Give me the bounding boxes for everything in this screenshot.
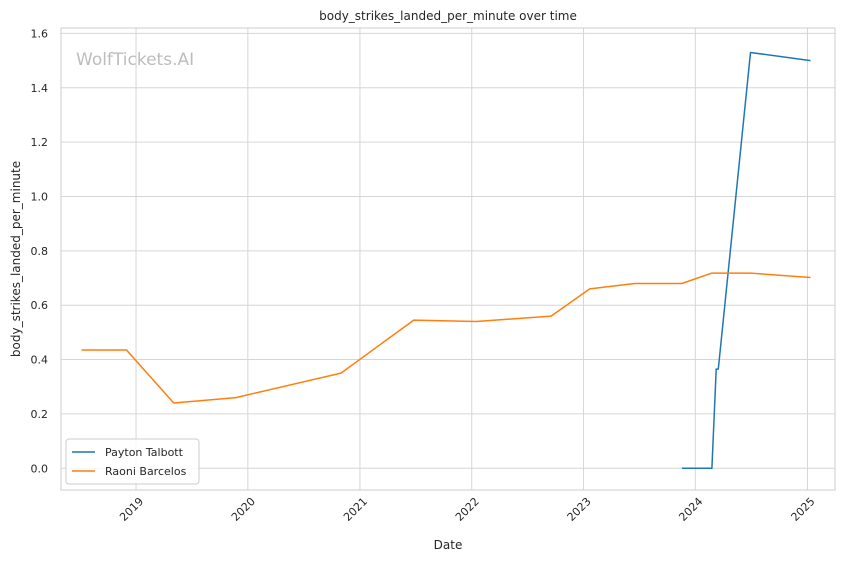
series-line-2 bbox=[81, 272, 811, 404]
y-axis-label: body_strikes_landed_per_minute bbox=[9, 161, 23, 357]
y-tick-label: 0.6 bbox=[31, 299, 49, 312]
x-tick-label: 2024 bbox=[676, 495, 705, 524]
y-tick-label: 1.2 bbox=[31, 136, 49, 149]
y-tick-label: 0.8 bbox=[31, 245, 49, 258]
x-tick-label: 2021 bbox=[341, 495, 370, 524]
y-tick-label: 0.4 bbox=[31, 354, 49, 367]
plot-frame bbox=[60, 27, 836, 491]
y-tick-label: 0.0 bbox=[31, 462, 49, 475]
y-axis-ticks: 0.0 0.2 0.4 0.6 0.8 1.0 1.2 1.4 1.6 bbox=[31, 27, 49, 475]
y-tick-label: 1.0 bbox=[31, 190, 49, 203]
x-tick-label: 2020 bbox=[229, 495, 258, 524]
series-layer bbox=[81, 51, 811, 470]
legend-box bbox=[65, 438, 200, 485]
x-tick-label: 2025 bbox=[789, 495, 818, 524]
x-tick-label: 2019 bbox=[117, 495, 146, 524]
chart-title: body_strikes_landed_per_minute over time bbox=[319, 9, 577, 23]
x-tick-label: 2022 bbox=[453, 495, 482, 524]
legend: Payton Talbott Raoni Barcelos bbox=[65, 438, 200, 485]
y-tick-label: 0.2 bbox=[31, 408, 49, 421]
y-tick-label: 1.4 bbox=[31, 82, 49, 95]
watermark: WolfTickets.AI bbox=[76, 50, 194, 70]
series-line-1 bbox=[681, 51, 811, 470]
x-tick-label: 2023 bbox=[565, 495, 594, 524]
legend-label-1: Payton Talbott bbox=[105, 446, 184, 459]
x-axis-label: Date bbox=[434, 538, 463, 552]
x-axis-ticks: 2019 2020 2021 2022 2023 2024 2025 bbox=[117, 495, 817, 524]
legend-label-2: Raoni Barcelos bbox=[105, 465, 187, 478]
grid bbox=[61, 28, 835, 490]
y-tick-label: 1.6 bbox=[31, 27, 49, 40]
